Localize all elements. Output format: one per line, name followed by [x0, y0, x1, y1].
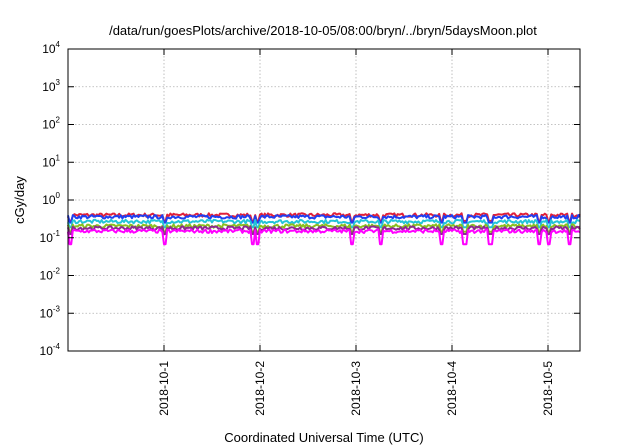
x-tick-label: 2018-10-1 — [157, 361, 171, 416]
axis-ticks — [68, 48, 580, 352]
series-layer — [67, 212, 581, 246]
series-line — [67, 218, 581, 229]
y-tick-label: 100 — [42, 191, 60, 207]
series-line — [67, 223, 581, 233]
y-tick-exponent: -1 — [53, 229, 61, 238]
x-tick-label: 2018-10-4 — [445, 361, 459, 416]
series-line — [67, 225, 581, 235]
y-tick-exponent: -3 — [53, 304, 61, 313]
y-tick-base: 10 — [42, 42, 56, 56]
y-tick-exponent: 4 — [56, 40, 61, 49]
y-tick-exponent: -4 — [53, 342, 61, 351]
y-tick-base: 10 — [40, 231, 54, 245]
y-tick-base: 10 — [42, 80, 56, 94]
y-tick-exponent: 1 — [56, 153, 61, 162]
y-tick-label: 101 — [42, 153, 60, 169]
y-tick-exponent: 3 — [56, 78, 61, 87]
y-tick-base: 10 — [42, 155, 56, 169]
y-axis-title: cGy/day — [12, 176, 27, 224]
y-tick-base: 10 — [42, 193, 56, 207]
series-line — [67, 212, 581, 222]
y-tick-label: 10-1 — [40, 229, 61, 245]
y-tick-base: 10 — [40, 344, 54, 358]
x-tick-label: 2018-10-5 — [541, 361, 555, 416]
y-tick-base: 10 — [40, 306, 54, 320]
y-tick-label: 10-3 — [40, 304, 61, 320]
y-tick-label: 10-4 — [40, 342, 61, 358]
x-tick-label: 2018-10-3 — [349, 361, 363, 416]
chart-title: /data/run/goesPlots/archive/2018-10-05/0… — [109, 23, 537, 38]
y-tick-label: 104 — [42, 40, 60, 56]
series-line — [67, 214, 581, 224]
grid-lines — [68, 49, 580, 351]
y-tick-label: 10-2 — [40, 267, 61, 283]
x-tick-label: 2018-10-2 — [253, 361, 267, 416]
y-tick-base: 10 — [42, 118, 56, 132]
y-tick-base: 10 — [40, 269, 54, 283]
y-tick-exponent: 2 — [56, 116, 61, 125]
y-tick-exponent: -2 — [53, 267, 61, 276]
x-axis-title: Coordinated Universal Time (UTC) — [224, 430, 423, 445]
y-tick-label: 102 — [42, 116, 60, 132]
y-tick-label: 103 — [42, 78, 60, 94]
series-line — [67, 228, 581, 246]
x-tick-labels: 2018-10-1 2018-10-2 2018-10-3 2018-10-4 2018… — [157, 361, 555, 416]
y-tick-exponent: 0 — [56, 191, 61, 200]
